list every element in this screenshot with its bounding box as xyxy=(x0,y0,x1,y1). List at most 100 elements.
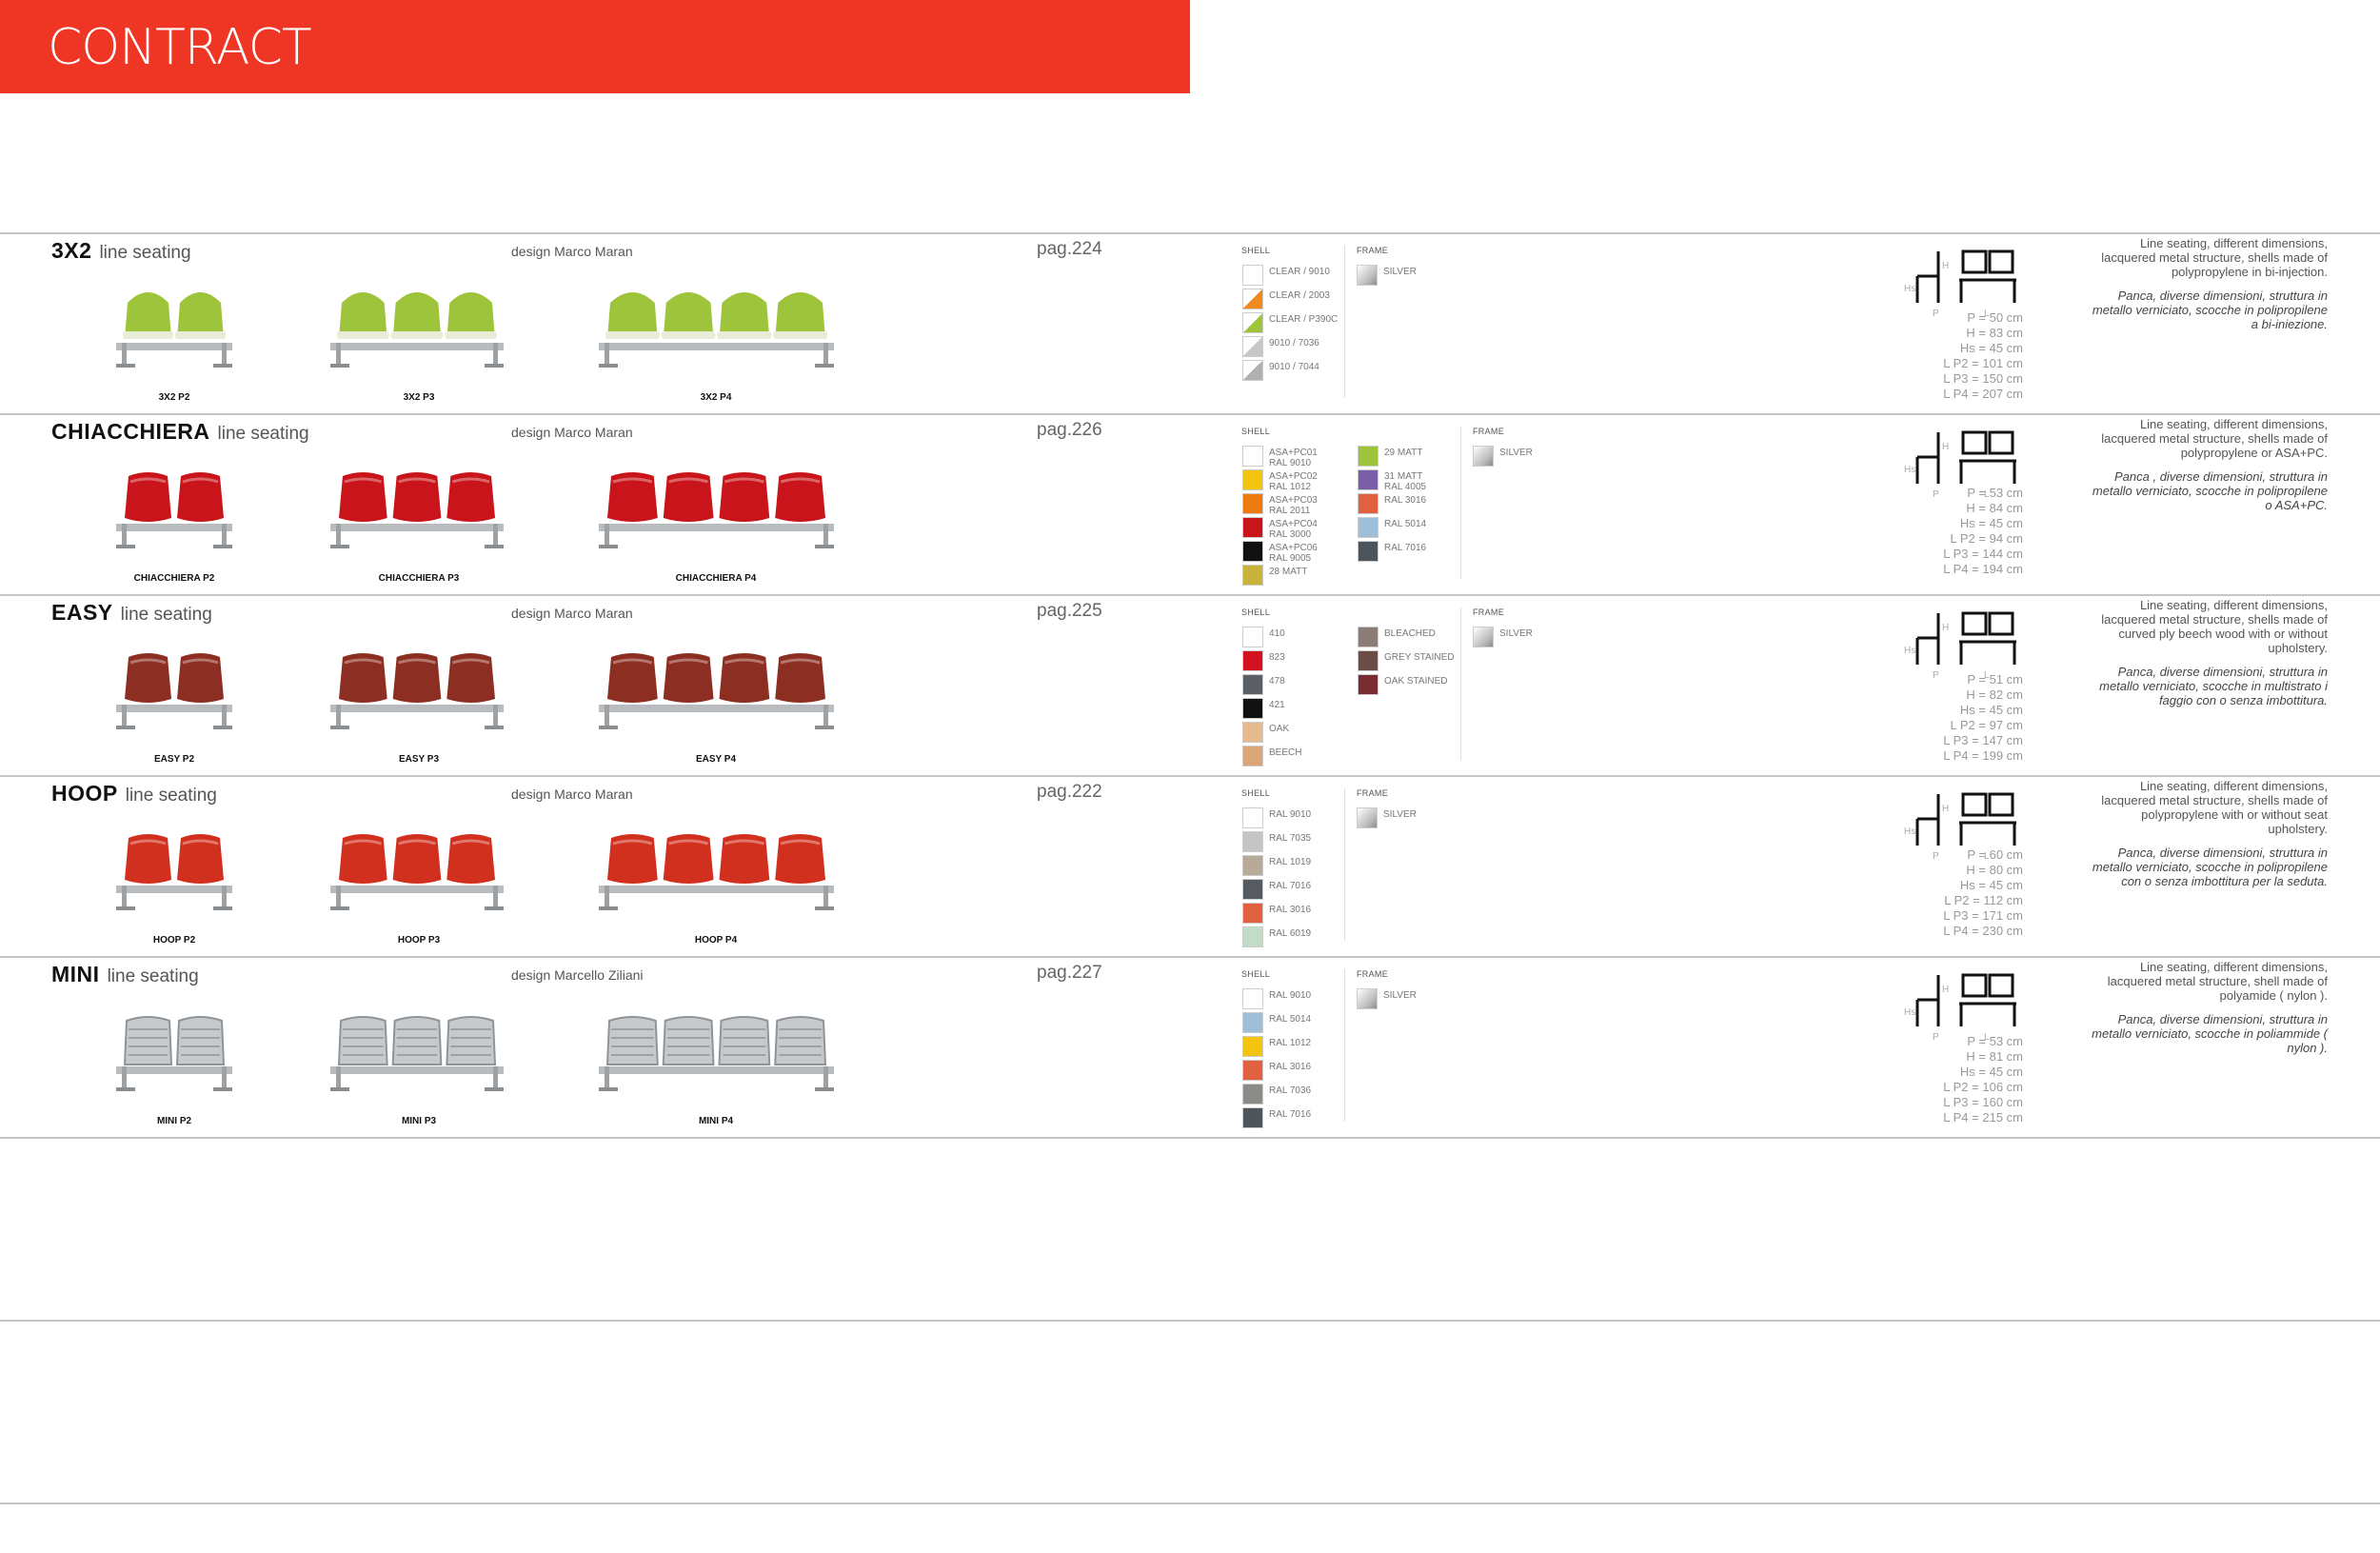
swatch-label: 9010 / 7036 xyxy=(1269,338,1319,348)
product-subtitle: line seating xyxy=(125,786,217,806)
color-swatch[interactable] xyxy=(1358,469,1378,490)
color-swatch[interactable] xyxy=(1242,674,1263,695)
seat-shell xyxy=(774,1016,827,1065)
swatch-label: RAL 9010 xyxy=(1269,990,1312,1001)
bench-beam xyxy=(116,705,232,712)
frame-swatch[interactable] xyxy=(1473,446,1494,467)
seat-base xyxy=(390,331,444,339)
color-swatch[interactable] xyxy=(1358,517,1378,538)
seat-shell xyxy=(607,834,658,884)
dim-label-p: P xyxy=(1933,1032,1939,1043)
seat-shell xyxy=(662,1016,715,1065)
color-swatch[interactable] xyxy=(1358,674,1378,695)
seat-shell xyxy=(607,292,658,339)
chair-side-view xyxy=(1915,613,1940,665)
color-swatch[interactable] xyxy=(1242,1084,1263,1105)
bench-foot xyxy=(213,1087,232,1091)
page-reference[interactable]: pag.227 xyxy=(1037,963,1102,983)
bench-foot xyxy=(599,726,618,729)
seat-highlight xyxy=(668,477,708,484)
page-reference[interactable]: pag.225 xyxy=(1037,601,1102,621)
swatch-label: RAL 7035 xyxy=(1269,833,1312,844)
product-caption: HOOP P4 xyxy=(694,935,738,946)
color-swatch[interactable] xyxy=(1242,517,1263,538)
color-swatch[interactable] xyxy=(1242,565,1263,586)
color-swatch[interactable] xyxy=(1358,627,1378,647)
seat-base xyxy=(175,331,226,339)
swatch-label: ASA+PC03 RAL 2011 xyxy=(1269,495,1318,516)
seat-highlight xyxy=(724,839,764,846)
color-swatch[interactable] xyxy=(1242,807,1263,828)
color-swatch[interactable] xyxy=(1358,541,1378,562)
section-divider xyxy=(0,232,2380,234)
frame-swatch[interactable] xyxy=(1473,627,1494,647)
seat-shell xyxy=(663,472,714,522)
color-swatch[interactable] xyxy=(1242,446,1263,467)
chair-front-view xyxy=(1988,973,2014,998)
color-swatch[interactable] xyxy=(1242,469,1263,490)
seat-shell xyxy=(125,653,171,703)
seat-shell xyxy=(125,292,171,339)
color-swatch[interactable] xyxy=(1242,336,1263,357)
color-swatch[interactable] xyxy=(1242,265,1263,286)
color-swatch[interactable] xyxy=(1242,855,1263,876)
color-swatch[interactable] xyxy=(1242,1036,1263,1057)
color-swatch[interactable] xyxy=(1242,831,1263,852)
product-description: Line seating, different dimensions, lacq… xyxy=(2085,779,2328,888)
swatch-label: 823 xyxy=(1269,652,1285,663)
color-swatch[interactable] xyxy=(1242,988,1263,1009)
color-swatch[interactable] xyxy=(1242,746,1263,767)
frame-swatch[interactable] xyxy=(1357,265,1378,286)
color-swatch[interactable] xyxy=(1242,722,1263,743)
page-reference[interactable]: pag.222 xyxy=(1037,782,1102,802)
product-title: EASY xyxy=(51,600,113,625)
frame-swatch[interactable] xyxy=(1357,807,1378,828)
chair-front-view xyxy=(1961,792,1988,817)
bench-leg xyxy=(222,524,227,547)
color-swatch[interactable] xyxy=(1242,1060,1263,1081)
dimension-value: Hs = 45 cm xyxy=(1959,703,2023,717)
seat-shell xyxy=(446,292,495,339)
color-swatch[interactable] xyxy=(1242,698,1263,719)
bench-leg xyxy=(823,343,828,366)
bench-foot xyxy=(330,906,349,910)
color-swatch[interactable] xyxy=(1242,926,1263,947)
swatch-label: RAL 5014 xyxy=(1269,1014,1312,1025)
color-swatch[interactable] xyxy=(1242,493,1263,514)
description-it: Panca, diverse dimensioni, struttura in … xyxy=(2092,1012,2328,1055)
chair-front-view xyxy=(1988,249,2014,274)
dimension-diagram: Hs H P L xyxy=(1904,792,2016,862)
color-swatch[interactable] xyxy=(1358,493,1378,514)
chair-side-view xyxy=(1915,251,1940,303)
color-swatch[interactable] xyxy=(1242,360,1263,381)
bench-leg xyxy=(605,705,609,727)
seat-base xyxy=(123,331,173,339)
seat-highlight xyxy=(724,658,764,665)
bench-leg xyxy=(605,886,609,908)
color-swatch[interactable] xyxy=(1358,650,1378,671)
color-swatch[interactable] xyxy=(1242,1012,1263,1033)
frame-swatch[interactable] xyxy=(1357,988,1378,1009)
bench-foot xyxy=(330,545,349,548)
header-banner: CONTRACT xyxy=(0,0,1190,93)
seat-base xyxy=(337,331,389,339)
color-swatch[interactable] xyxy=(1242,289,1263,309)
color-swatch[interactable] xyxy=(1242,650,1263,671)
page-reference[interactable]: pag.224 xyxy=(1037,239,1102,259)
color-swatch[interactable] xyxy=(1242,312,1263,333)
color-swatch[interactable] xyxy=(1242,541,1263,562)
description-it: Panca , diverse dimensioni, struttura in… xyxy=(2092,469,2328,512)
color-swatch[interactable] xyxy=(1242,627,1263,647)
product-title: HOOP xyxy=(51,781,118,806)
chair-front-view xyxy=(1988,430,2014,455)
product-image-p2 xyxy=(116,292,232,368)
product-image-p3 xyxy=(330,472,504,548)
color-swatch[interactable] xyxy=(1358,446,1378,467)
color-swatch[interactable] xyxy=(1242,903,1263,924)
dimension-value: L P2 = 112 cm xyxy=(1944,893,2023,907)
color-swatch[interactable] xyxy=(1242,879,1263,900)
page-reference[interactable]: pag.226 xyxy=(1037,420,1102,440)
color-swatch[interactable] xyxy=(1242,1107,1263,1128)
product-description: Line seating, different dimensions, lacq… xyxy=(2085,598,2328,707)
product-image-p2 xyxy=(116,653,232,729)
